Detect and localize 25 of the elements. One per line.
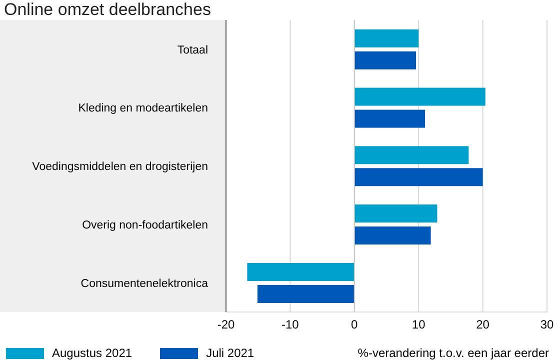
y-tick-label: Totaal (177, 44, 208, 56)
bar (354, 146, 469, 164)
bar (247, 262, 354, 281)
bar (354, 88, 486, 106)
bar (354, 204, 438, 223)
x-tick-label: 10 (412, 318, 426, 332)
x-tick-label: 20 (476, 318, 490, 332)
x-tick-label: -10 (282, 318, 300, 332)
y-tick-label: Overig non-foodartikelen (82, 219, 208, 232)
y-tick-label: Consumentenelektronica (80, 278, 209, 290)
bar (354, 110, 426, 128)
bar (354, 226, 431, 245)
legend-label: Augustus 2021 (52, 346, 132, 360)
y-tick-label: Kleding en modeartikelen (78, 102, 208, 115)
x-tick-label: 30 (540, 318, 554, 332)
bar (354, 168, 483, 186)
bar (257, 284, 354, 303)
y-tick-label: Voedingsmiddelen en drogisterijen (32, 161, 208, 174)
x-tick-label: -20 (217, 318, 235, 332)
legend-label: Juli 2021 (206, 346, 254, 360)
bar (354, 29, 419, 48)
bar (354, 51, 416, 70)
chart-title: Online omzet deelbranches (4, 0, 211, 20)
x-tick-label: 0 (351, 318, 358, 332)
x-axis-title: %-verandering t.o.v. een jaar eerder (358, 346, 549, 360)
